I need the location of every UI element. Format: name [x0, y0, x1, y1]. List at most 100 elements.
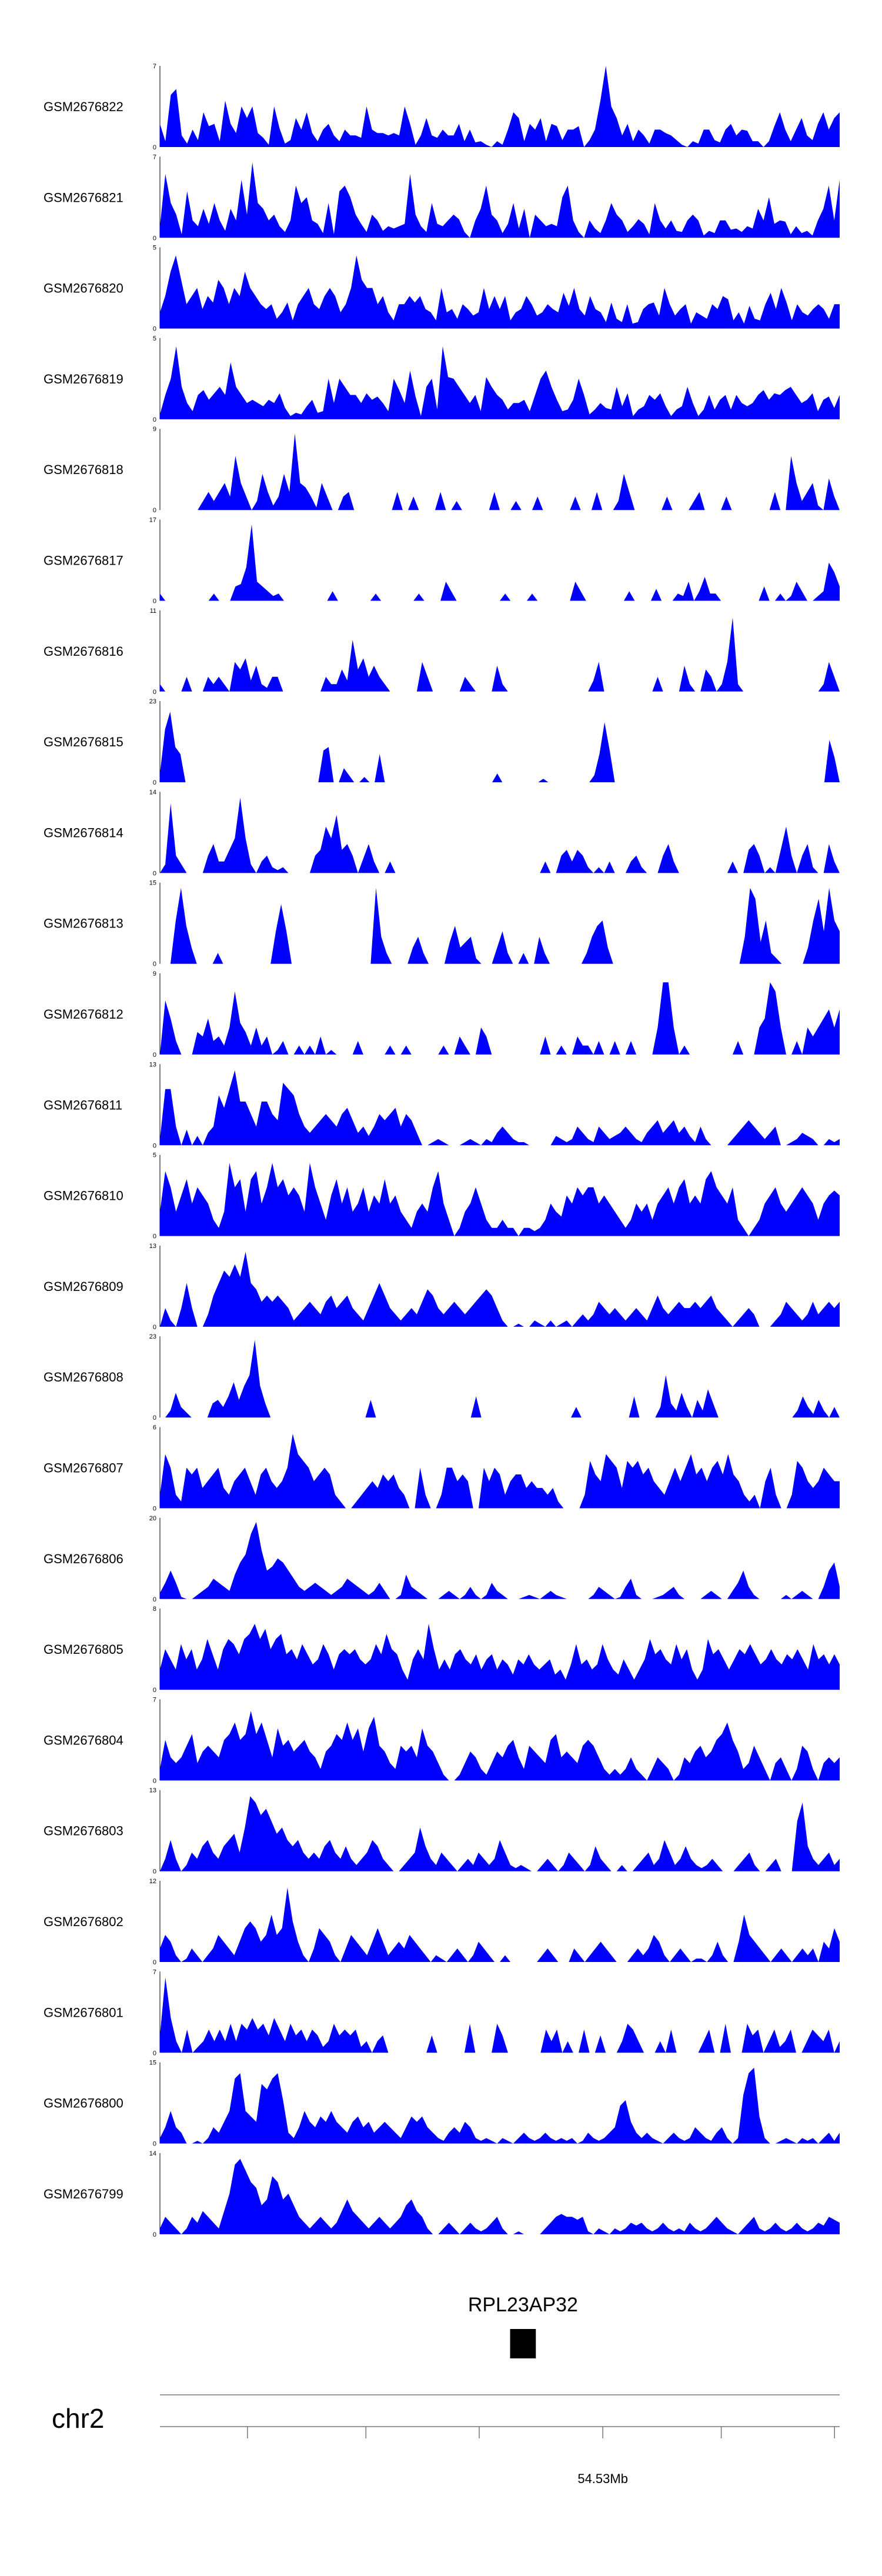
y-min-label: 0 [153, 870, 156, 877]
y-min-label: 0 [153, 1052, 156, 1059]
track-GSM2676802: GSM2676802 12 0 [44, 1878, 840, 1966]
track-label: GSM2676805 [44, 1642, 123, 1657]
track-GSM2676799: GSM2676799 14 0 [44, 2150, 840, 2238]
coverage-area [160, 1977, 840, 2053]
y-max-label: 7 [153, 154, 156, 161]
coverage-tracks: GSM267682270GSM267682170GSM267682050GSM2… [44, 63, 840, 2238]
track-label: GSM2676813 [44, 916, 123, 931]
coverage-area [160, 66, 840, 147]
track-GSM2676819: GSM2676819 5 0 [44, 335, 840, 423]
track-GSM2676803: GSM2676803 13 0 [44, 1787, 840, 1876]
coverage-area [160, 2158, 840, 2234]
track-label: GSM2676818 [44, 462, 123, 477]
gene-feature-box[interactable] [510, 2329, 536, 2358]
y-max-label: 23 [149, 1333, 156, 1340]
track-label: GSM2676822 [44, 99, 123, 114]
coverage-area [160, 1340, 840, 1418]
coverage-area [160, 982, 840, 1055]
track-label: GSM2676799 [44, 2187, 123, 2201]
track-label: GSM2676816 [44, 644, 123, 659]
position-label: 54.53Mb [577, 2471, 628, 2486]
y-min-label: 0 [153, 1324, 156, 1331]
y-min-label: 0 [153, 598, 156, 605]
y-max-label: 14 [149, 2150, 156, 2157]
y-min-label: 0 [153, 1142, 156, 1149]
y-max-label: 11 [150, 608, 156, 615]
coverage-area [160, 1796, 840, 1871]
track-label: GSM2676806 [44, 1551, 123, 1566]
coverage-area [160, 798, 840, 873]
track-GSM2676810: GSM2676810 5 0 [44, 1152, 840, 1240]
track-label: GSM2676803 [44, 1824, 123, 1838]
coverage-area [160, 162, 840, 238]
track-label: GSM2676814 [44, 825, 123, 840]
y-max-label: 9 [153, 426, 156, 433]
track-label: GSM2676810 [44, 1189, 123, 1203]
y-max-label: 13 [149, 1243, 156, 1250]
y-min-label: 0 [153, 1959, 156, 1966]
coverage-area [160, 1252, 840, 1327]
track-GSM2676806: GSM2676806 20 0 [44, 1515, 840, 1603]
y-min-label: 0 [153, 1414, 156, 1422]
y-max-label: 12 [149, 1878, 156, 1885]
coverage-area [160, 433, 840, 510]
chromosome-ticks: 54.53Mb [247, 2427, 835, 2486]
track-GSM2676801: GSM2676801 7 0 [44, 1968, 840, 2057]
y-min-label: 0 [153, 689, 156, 696]
track-label: GSM2676812 [44, 1007, 123, 1022]
y-max-label: 13 [149, 1787, 156, 1794]
y-max-label: 14 [149, 789, 156, 796]
y-min-label: 0 [153, 507, 156, 514]
y-max-label: 5 [153, 245, 156, 252]
coverage-area [160, 1624, 840, 1690]
chromosome-axis: chr2 54.53Mb [52, 2394, 840, 2486]
y-min-label: 0 [153, 235, 156, 242]
y-max-label: 7 [153, 1696, 156, 1703]
track-label: GSM2676800 [44, 2096, 123, 2111]
track-label: GSM2676807 [44, 1461, 123, 1476]
track-label: GSM2676817 [44, 553, 123, 568]
y-min-label: 0 [153, 1233, 156, 1240]
coverage-area [160, 1887, 840, 1962]
y-min-label: 0 [153, 416, 156, 423]
track-GSM2676815: GSM2676815 23 0 [44, 698, 840, 786]
track-label: GSM2676819 [44, 372, 123, 386]
coverage-area [160, 524, 840, 601]
track-GSM2676816: GSM2676816 11 0 [44, 608, 840, 696]
y-max-label: 7 [153, 1968, 156, 1976]
y-min-label: 0 [153, 1506, 156, 1513]
y-min-label: 0 [153, 326, 156, 333]
track-GSM2676813: GSM2676813 15 0 [44, 880, 840, 968]
y-max-label: 23 [149, 698, 156, 705]
track-label: GSM2676802 [44, 1914, 123, 1929]
y-max-label: 15 [149, 2060, 156, 2067]
track-GSM2676811: GSM2676811 13 0 [44, 1061, 840, 1149]
y-min-label: 0 [153, 2141, 156, 2148]
coverage-area [160, 346, 840, 419]
gene-track: RPL23AP32 [468, 2294, 578, 2358]
track-GSM2676818: GSM2676818 9 0 [44, 426, 840, 514]
track-label: GSM2676809 [44, 1279, 123, 1294]
track-label: GSM2676804 [44, 1733, 123, 1747]
track-GSM2676800: GSM2676800 15 0 [44, 2060, 840, 2148]
track-label: GSM2676811 [44, 1097, 122, 1112]
coverage-area [160, 712, 840, 783]
track-GSM2676817: GSM2676817 17 0 [44, 517, 840, 605]
y-max-label: 5 [153, 1152, 156, 1159]
coverage-area [160, 1163, 840, 1236]
y-min-label: 0 [153, 1868, 156, 1876]
y-max-label: 8 [153, 1606, 156, 1613]
y-min-label: 0 [153, 1596, 156, 1603]
track-GSM2676807: GSM2676807 6 0 [44, 1424, 840, 1513]
track-GSM2676814: GSM2676814 14 0 [44, 789, 840, 877]
y-max-label: 15 [149, 880, 156, 887]
track-GSM2676820: GSM2676820 5 0 [44, 245, 840, 333]
y-min-label: 0 [153, 2231, 156, 2238]
track-GSM2676808: GSM2676808 23 0 [44, 1333, 840, 1422]
track-GSM2676812: GSM2676812 9 0 [44, 970, 840, 1059]
y-max-label: 9 [153, 970, 156, 977]
coverage-area [160, 1434, 840, 1509]
y-min-label: 0 [153, 1777, 156, 1784]
coverage-area [160, 1521, 840, 1599]
